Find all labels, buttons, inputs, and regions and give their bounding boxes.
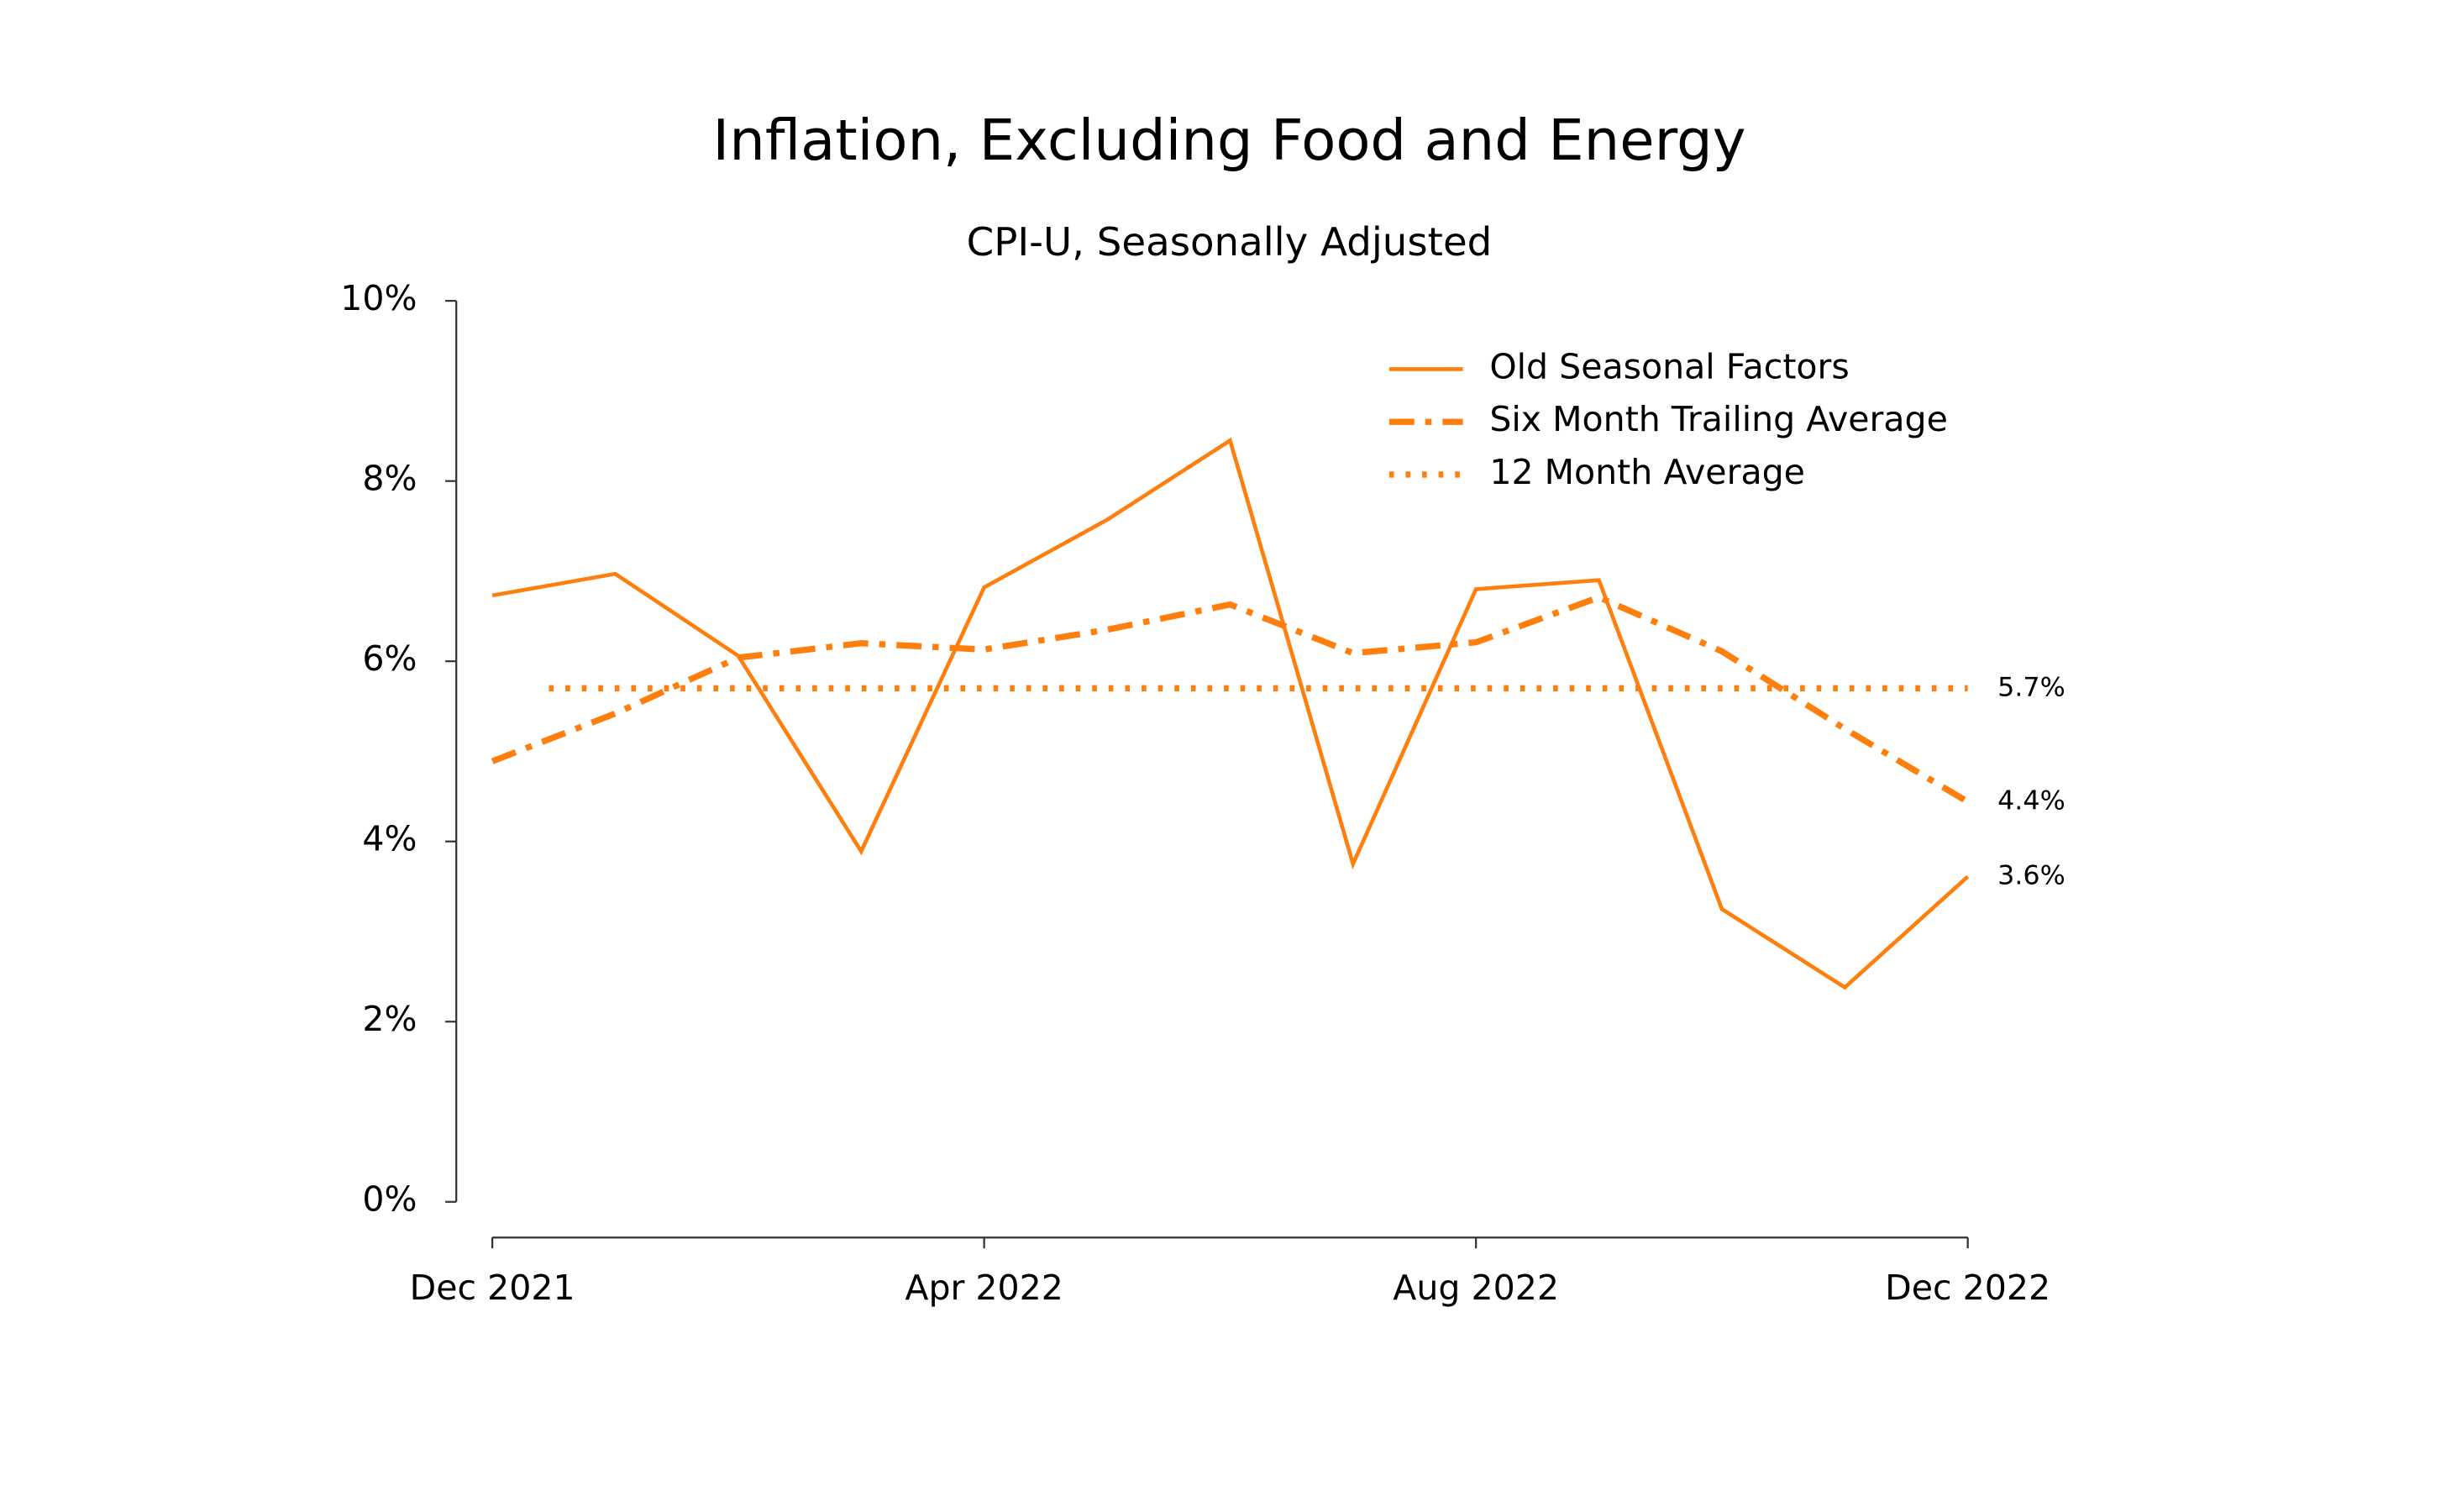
y-tick-label: 6%	[362, 638, 417, 679]
y-tick-label: 0%	[362, 1179, 417, 1220]
value-label: 5.7%	[1997, 672, 2065, 702]
legend-label: 12 Month Average	[1489, 452, 1805, 492]
series-line	[491, 437, 1970, 990]
chart-subtitle: CPI-U, Seasonally Adjusted	[967, 219, 1493, 265]
y-tick-label: 2%	[362, 999, 417, 1039]
y-tick-label: 8%	[362, 459, 417, 499]
y-tick-label: 10%	[340, 278, 417, 318]
value-label: 3.6%	[1997, 861, 2065, 891]
x-tick-label: Dec 2021	[410, 1268, 575, 1308]
legend-label: Six Month Trailing Average	[1489, 399, 1948, 439]
y-tick-label: 4%	[362, 819, 417, 859]
x-tick-label: Aug 2022	[1393, 1268, 1559, 1308]
x-tick-label: Apr 2022	[905, 1268, 1063, 1308]
chart-title: Inflation, Excluding Food and Energy	[712, 108, 1745, 173]
x-tick-label: Dec 2022	[1885, 1268, 2050, 1308]
legend-label: Old Seasonal Factors	[1489, 347, 1850, 387]
value-label: 4.4%	[1997, 786, 2065, 816]
series-line	[491, 594, 1970, 805]
